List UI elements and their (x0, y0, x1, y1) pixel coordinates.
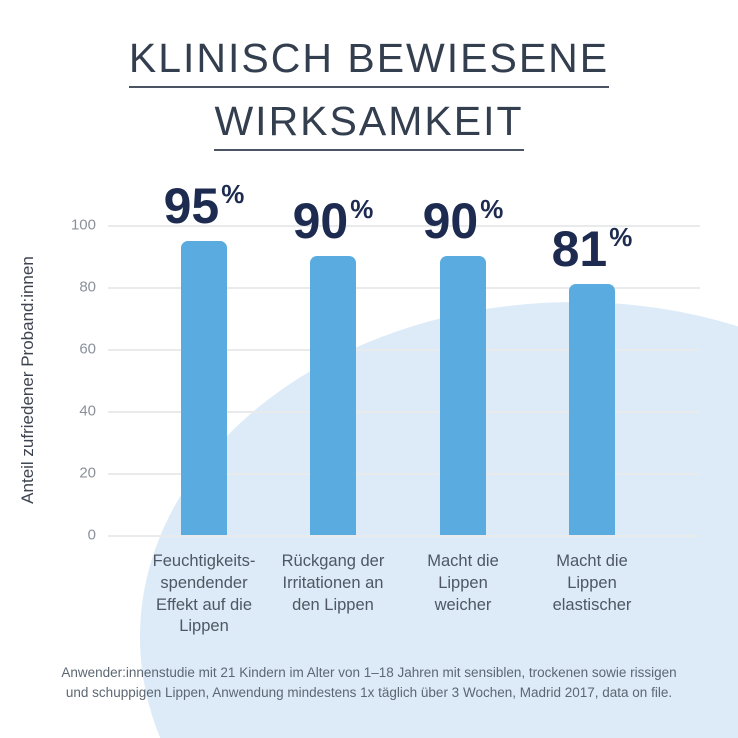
y-tick-label-40: 40 (79, 402, 96, 420)
bar-2 (310, 256, 356, 535)
category-label-1: Feuchtigkeits- spendender Effekt auf die… (152, 552, 256, 636)
chart-title-line-1: KLINISCH BEWIESENE (128, 38, 610, 88)
value-label-2: 90% (253, 196, 413, 246)
y-tick-label-20: 20 (79, 464, 96, 482)
value-label-4: 81% (512, 224, 672, 274)
value-label-1: 95% (124, 181, 284, 231)
value-number-1: 95 (163, 177, 220, 234)
gridline-y-0 (108, 535, 700, 537)
percent-sign-3: % (480, 194, 504, 224)
value-number-2: 90 (292, 193, 349, 249)
y-tick-label-80: 80 (79, 278, 96, 296)
percent-sign-1: % (221, 178, 245, 209)
y-tick-label-100: 100 (70, 216, 96, 234)
bar-chart-plot-area: 0 20 40 60 80 100 95% Feuchtigkeits- spendender… (71, 181, 700, 635)
gridline-y-60 (108, 349, 700, 351)
category-label-2: Rückgang der Irritationen an den Lippen (281, 552, 385, 614)
y-axis-title: Anteil zufriedener Proband:innen (18, 256, 37, 504)
gridline-y-100 (108, 225, 700, 227)
value-number-4: 81 (551, 220, 608, 277)
chart-title-line-2: WIRKSAMKEIT (214, 101, 524, 151)
chart-title: KLINISCH BEWIESENE WIRKSAMKEIT (0, 38, 738, 164)
y-tick-label-60: 60 (79, 340, 96, 358)
category-label-4: Macht die Lippen elastischer (552, 552, 632, 614)
value-number-3: 90 (422, 193, 479, 249)
y-tick-label-0: 0 (87, 526, 96, 544)
study-footnote: Anwender:innenstudie mit 21 Kindern im A… (61, 665, 677, 701)
value-label-3: 90% (383, 196, 543, 246)
gridline-y-80 (108, 287, 700, 289)
bar-4 (569, 283, 615, 535)
category-label-3: Macht die Lippen weicher (427, 552, 499, 614)
percent-sign-2: % (350, 194, 374, 224)
bar-1 (181, 240, 227, 535)
percent-sign-4: % (609, 221, 633, 252)
bar-3 (440, 256, 486, 535)
gridline-y-20 (108, 473, 700, 475)
gridline-y-40 (108, 411, 700, 413)
